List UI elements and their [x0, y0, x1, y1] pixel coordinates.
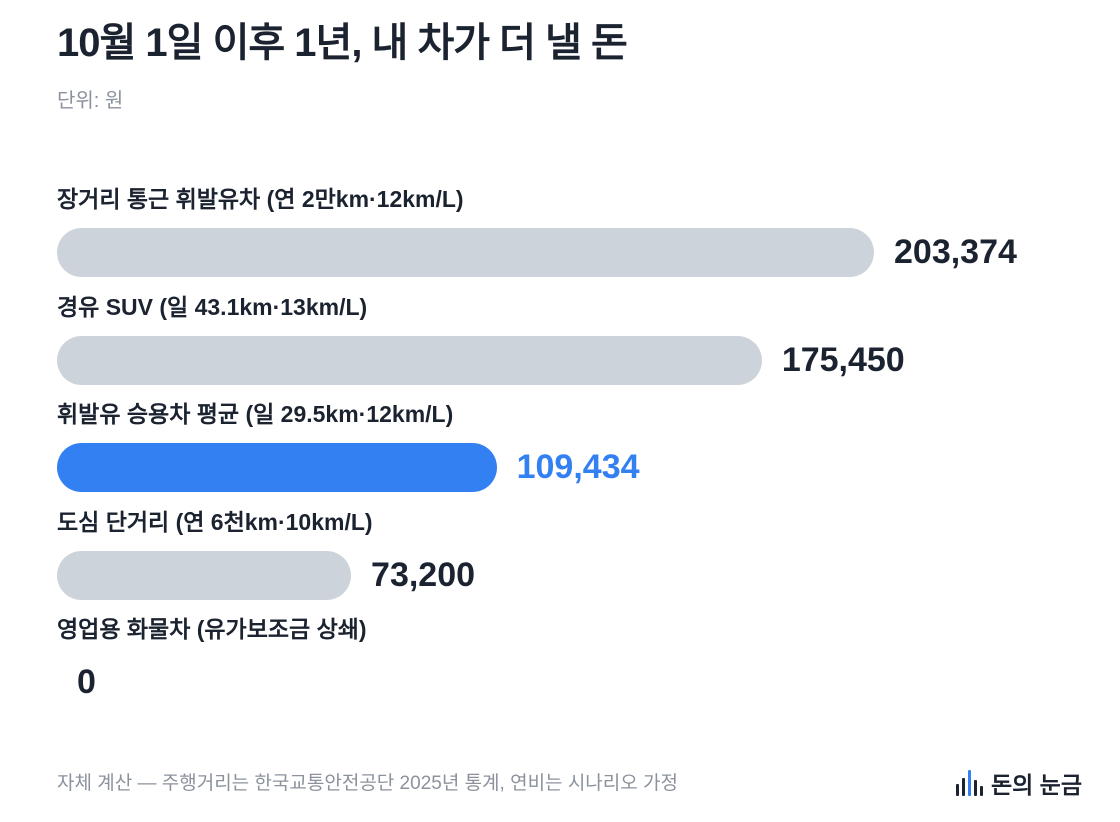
brand-name: 돈의 눈금	[990, 772, 1082, 798]
brand-logo: 돈의 눈금	[955, 766, 1082, 800]
chart-title: 10월 1일 이후 1년, 내 차가 더 낼 돈	[57, 21, 628, 65]
source-note: 자체 계산 — 주행거리는 한국교통안전공단 2025년 통계, 연비는 시나리…	[57, 773, 678, 794]
value-label: 0	[77, 663, 96, 701]
value-label: 175,450	[781, 340, 905, 379]
category-label: 도심 단거리 (연 6천km·10km/L)	[57, 508, 373, 535]
unit-label: 단위: 원	[57, 90, 124, 112]
category-label: 휘발유 승용차 평균 (일 29.5km·12km/L)	[57, 401, 454, 427]
value-label: 203,374	[894, 233, 1017, 271]
bar	[57, 443, 497, 492]
category-label: 장거리 통근 휘발유차 (연 2만km·12km/L)	[57, 186, 464, 212]
category-label: 경유 SUV (일 43.1km·13km/L)	[57, 293, 368, 320]
bar	[57, 550, 352, 600]
category-label: 영업용 화물차 (유가보조금 상쇄)	[57, 616, 367, 642]
bar-chart-logo-icon	[955, 770, 983, 796]
bar	[57, 228, 874, 277]
value-label: 109,434	[516, 448, 640, 486]
bar	[57, 335, 762, 385]
value-label: 73,200	[371, 555, 476, 594]
